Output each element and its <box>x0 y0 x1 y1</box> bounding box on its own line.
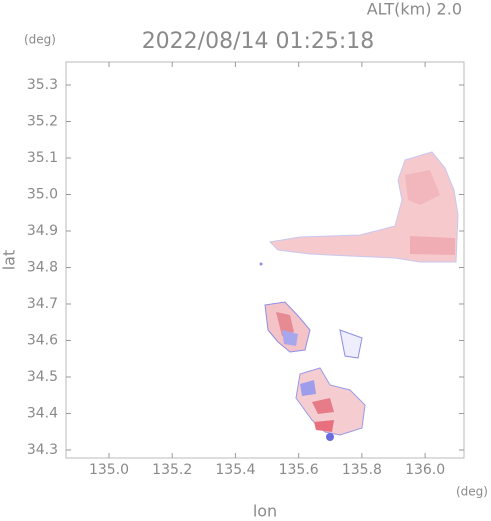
x-tick-label: 135.2 <box>152 462 192 478</box>
echo-region <box>339 329 363 359</box>
y-tick-label: 35.0 <box>27 186 58 202</box>
echo-region <box>300 380 316 396</box>
x-tick-label: 135.6 <box>279 462 319 478</box>
y-unit: (deg) <box>24 33 56 47</box>
echo-region <box>326 433 334 441</box>
chart-title: 2022/08/14 01:25:18 <box>142 29 375 54</box>
x-tick-label: 135.8 <box>342 462 382 478</box>
y-tick-label: 34.9 <box>27 223 58 239</box>
plot-frame <box>65 61 465 459</box>
y-tick-label: 35.3 <box>27 77 58 93</box>
y-tick-label: 34.8 <box>27 259 58 275</box>
echo-region <box>410 236 455 255</box>
y-tick-label: 34.3 <box>27 442 58 458</box>
y-tick-label: 34.4 <box>27 405 58 421</box>
echo-region <box>314 420 334 432</box>
echo-field <box>259 151 459 441</box>
echo-region <box>405 170 440 205</box>
y-axis-label: lat <box>0 250 19 271</box>
x-tick-label: 135.4 <box>215 462 255 478</box>
x-tick-label: 135.0 <box>89 462 129 478</box>
x-unit: (deg) <box>456 485 488 499</box>
echo-region <box>259 262 263 266</box>
x-tick-label: 136.0 <box>405 462 445 478</box>
y-tick-label: 35.1 <box>27 150 58 166</box>
echo-region <box>276 312 294 336</box>
echo-region <box>282 330 298 346</box>
y-tick-label: 35.2 <box>27 113 58 129</box>
y-tick-label: 34.7 <box>27 296 58 312</box>
y-tick-label: 34.5 <box>27 369 58 385</box>
chart-subtitle: ALT(km) 2.0 <box>367 0 462 19</box>
x-axis-label: lon <box>253 502 277 521</box>
y-tick-label: 34.6 <box>27 332 58 348</box>
echo-region <box>312 398 334 414</box>
